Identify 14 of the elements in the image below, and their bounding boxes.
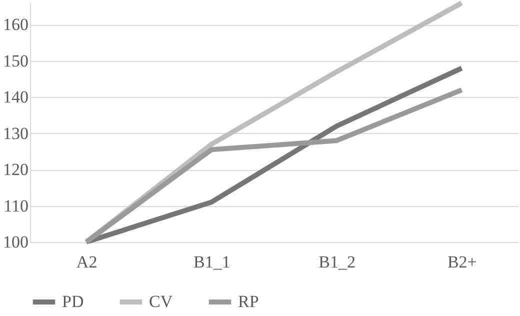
legend-label: CV [149, 292, 174, 311]
legend-label: PD [62, 292, 84, 311]
y-tick-label: 140 [3, 88, 28, 107]
y-tick-label: 100 [3, 232, 28, 252]
x-tick-label: B1_1 [194, 252, 230, 272]
x-tick-label: B1_2 [318, 252, 356, 272]
y-tick-label: 120 [3, 160, 28, 180]
legend-label: RP [238, 292, 259, 311]
y-tick-label: 130 [3, 124, 28, 143]
x-tick-label: B2+ [447, 252, 477, 272]
x-tick-label: A2 [76, 252, 98, 272]
y-tick-label: 150 [3, 51, 28, 70]
y-tick-label: 160 [3, 15, 28, 34]
y-tick-label: 110 [4, 196, 28, 216]
